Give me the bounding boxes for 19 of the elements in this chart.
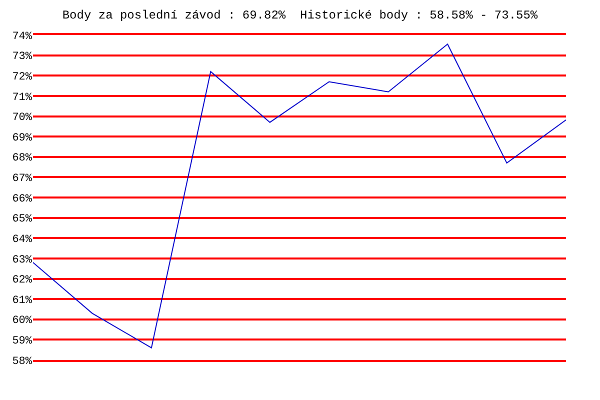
y-tick-label: 58%: [12, 356, 32, 368]
line-series: [33, 44, 566, 348]
y-tick-label: 64%: [12, 234, 32, 246]
y-tick-label: 68%: [12, 152, 32, 165]
y-tick-label: 60%: [12, 315, 32, 328]
y-tick-label: 71%: [12, 92, 32, 104]
y-tick-label: 61%: [12, 294, 32, 307]
y-tick-label: 63%: [12, 254, 32, 266]
y-tick-label: 59%: [12, 336, 32, 348]
y-tick-label: 70%: [12, 112, 32, 124]
y-tick-label: 66%: [12, 193, 32, 206]
y-tick-label: 65%: [12, 214, 32, 226]
y-tick-label: 67%: [12, 173, 32, 186]
y-tick-label: 74%: [12, 30, 32, 43]
y-tick-label: 62%: [12, 274, 32, 287]
y-tick-label: 72%: [12, 71, 32, 84]
chart-title: Body za poslední závod : 69.82% Historické body : 58.58% - 73.55%: [62, 8, 538, 22]
y-tick-label: 73%: [12, 51, 32, 64]
y-tick-label: 69%: [12, 132, 32, 144]
